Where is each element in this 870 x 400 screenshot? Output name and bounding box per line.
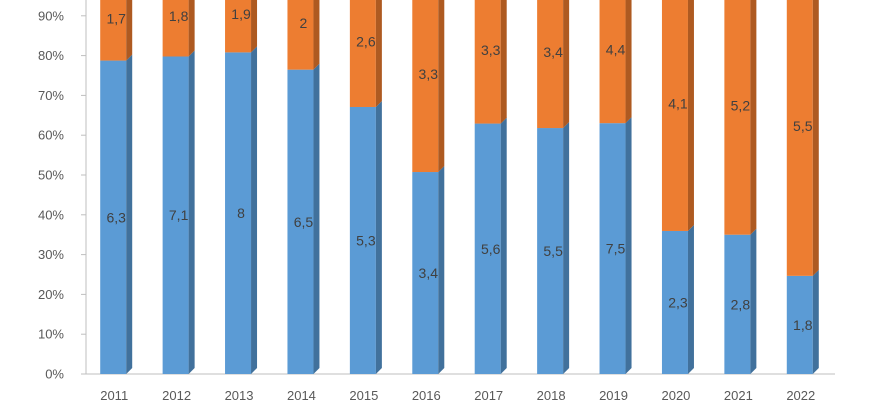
data-label-series-1: 8	[237, 205, 245, 221]
bar-segment-series-2	[225, 0, 252, 53]
bar-segment-series-1	[599, 123, 626, 374]
bar-segment-series-2	[786, 0, 813, 276]
data-label-series-2: 1,8	[169, 8, 189, 24]
data-label-series-2: 5,5	[793, 118, 813, 134]
x-tick-label: 2019	[599, 388, 628, 400]
bar-segment-series-1	[474, 123, 501, 375]
bar-segment-series-2	[661, 0, 688, 231]
bar-side-series-1	[375, 100, 382, 375]
x-tick-label: 2016	[412, 388, 441, 400]
bar-side-series-1	[313, 63, 320, 374]
data-label-series-1: 6,3	[106, 209, 126, 225]
x-tick-label: 2021	[724, 388, 753, 400]
bar-segment-series-2	[474, 0, 501, 124]
y-tick-label: 20%	[38, 287, 64, 302]
bar-side-series-2	[188, 0, 195, 57]
bar-segment-series-1	[786, 275, 813, 374]
y-tick-label: 70%	[38, 88, 64, 103]
bar-side-series-1	[812, 269, 819, 374]
data-label-series-2: 4,4	[606, 42, 626, 58]
bar-side-series-2	[375, 0, 382, 107]
y-tick-label: 40%	[38, 207, 64, 222]
data-label-series-1: 3,4	[419, 265, 439, 281]
bar-side-series-2	[812, 0, 819, 276]
data-label-series-1: 7,5	[606, 241, 626, 257]
bar-side-series-1	[563, 122, 570, 374]
data-label-series-1: 2,3	[668, 294, 688, 310]
data-label-series-2: 4,1	[668, 95, 688, 111]
data-label-series-2: 2,6	[356, 33, 376, 49]
bar-segment-series-1	[724, 234, 751, 374]
x-tick-label: 2022	[786, 388, 815, 400]
y-tick-label: 80%	[38, 48, 64, 63]
bar-side-series-1	[687, 224, 694, 374]
x-tick-label: 2012	[162, 388, 191, 400]
y-tick-label: 50%	[38, 168, 64, 183]
data-label-series-2: 1,9	[231, 6, 251, 22]
bar-side-series-2	[750, 0, 757, 235]
bar-segment-series-1	[412, 172, 439, 374]
y-tick-label: 10%	[38, 327, 64, 342]
bar-segment-series-2	[349, 0, 376, 107]
bar-segment-series-2	[412, 0, 439, 173]
bar-segment-series-1	[100, 60, 127, 374]
y-tick-label: 30%	[38, 247, 64, 262]
data-label-series-2: 5,2	[731, 97, 751, 113]
bar-segment-series-2	[724, 0, 751, 235]
data-label-series-1: 2,8	[731, 296, 751, 312]
data-label-series-1: 7,1	[169, 207, 189, 223]
axis-layer: 0% 10% 20% 30% 40% 50% 60% 70% 80% 90% 2011 2012 201…	[38, 0, 835, 400]
x-tick-label: 2014	[287, 388, 316, 400]
bars-layer	[100, 0, 819, 375]
bar-segment-series-1	[225, 52, 252, 374]
x-tick-label: 2015	[349, 388, 378, 400]
labels-layer: 6,3 1,7 7,1 1,8 8 1,9 6,5 2 5,3 2,6 3,4 3,3 5,6 3,3 5,…	[106, 6, 812, 333]
bar-segment-series-1	[661, 230, 688, 374]
bar-side-series-1	[438, 166, 445, 374]
bar-segment-series-2	[162, 0, 189, 57]
x-tick-label: 2020	[661, 388, 690, 400]
data-label-series-2: 3,4	[543, 44, 563, 60]
bar-side-series-2	[126, 0, 133, 61]
bar-side-series-1	[625, 117, 632, 374]
bar-side-series-1	[500, 117, 507, 375]
data-label-series-1: 5,3	[356, 232, 376, 248]
y-tick-label: 90%	[38, 8, 64, 23]
bar-side-series-2	[563, 0, 570, 129]
x-tick-label: 2018	[537, 388, 566, 400]
bar-side-series-1	[251, 46, 258, 374]
bar-side-series-2	[500, 0, 507, 124]
bar-side-series-2	[625, 0, 632, 124]
bar-segment-series-1	[162, 56, 189, 374]
data-label-series-1: 6,5	[294, 214, 314, 230]
y-tick-label: 60%	[38, 128, 64, 143]
data-label-series-2: 2	[300, 15, 308, 31]
data-label-series-2: 1,7	[106, 10, 126, 26]
data-label-series-1: 1,8	[793, 317, 813, 333]
bar-side-series-1	[188, 50, 195, 374]
bar-segment-series-1	[349, 106, 376, 375]
bar-side-series-1	[126, 54, 133, 374]
bar-side-series-2	[687, 0, 694, 231]
bar-side-series-2	[438, 0, 445, 173]
bar-segment-series-2	[537, 0, 564, 129]
bar-segment-series-2	[287, 0, 314, 70]
bar-segment-series-2	[599, 0, 626, 124]
bar-segment-series-1	[287, 69, 314, 374]
data-label-series-2: 3,3	[419, 66, 439, 82]
bar-side-series-2	[251, 0, 258, 53]
x-tick-label: 2013	[225, 388, 254, 400]
x-tick-label: 2011	[100, 388, 128, 400]
data-label-series-1: 5,6	[481, 241, 501, 257]
data-label-series-2: 3,3	[481, 42, 501, 58]
data-label-series-1: 5,5	[543, 243, 563, 259]
bar-segment-series-2	[100, 0, 127, 61]
x-tick-label: 2017	[474, 388, 503, 400]
bar-side-series-1	[750, 228, 757, 374]
bar-segment-series-1	[537, 128, 564, 374]
bar-side-series-2	[313, 0, 320, 70]
y-tick-label: 0%	[45, 367, 64, 382]
